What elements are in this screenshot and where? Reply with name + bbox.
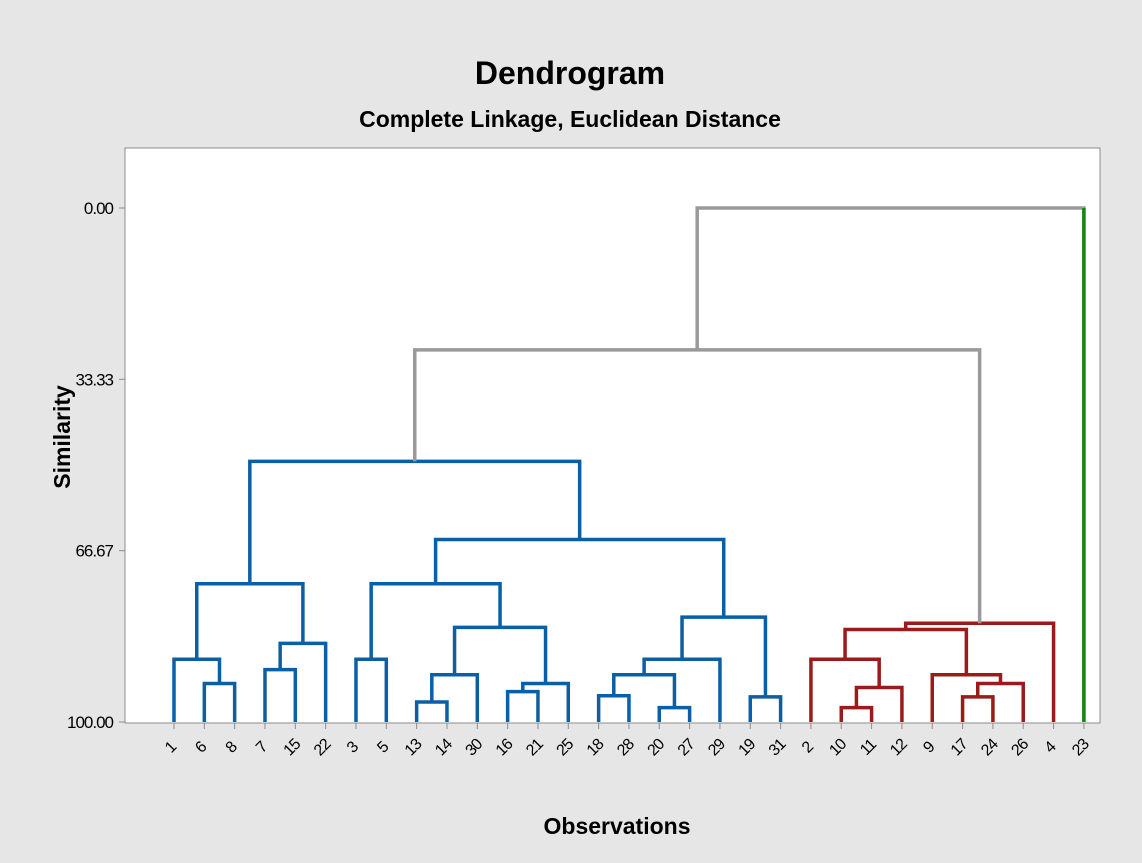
y-axis-label: Similarity bbox=[49, 385, 75, 489]
y-tick-label: 66.67 bbox=[75, 542, 113, 561]
chart-title: Dendrogram bbox=[475, 55, 665, 91]
y-tick-label: 33.33 bbox=[75, 370, 113, 389]
y-axis-ticks: 0.00 33.33 66.67 100.00 bbox=[67, 199, 125, 732]
y-tick-label: 100.00 bbox=[67, 713, 114, 732]
dendrogram-links bbox=[172, 206, 1086, 722]
y-tick-label: 0.00 bbox=[84, 199, 114, 218]
x-axis-label: Observations bbox=[544, 813, 691, 839]
chart-subtitle: Complete Linkage, Euclidean Distance bbox=[359, 106, 781, 132]
plot-area bbox=[124, 147, 1101, 724]
